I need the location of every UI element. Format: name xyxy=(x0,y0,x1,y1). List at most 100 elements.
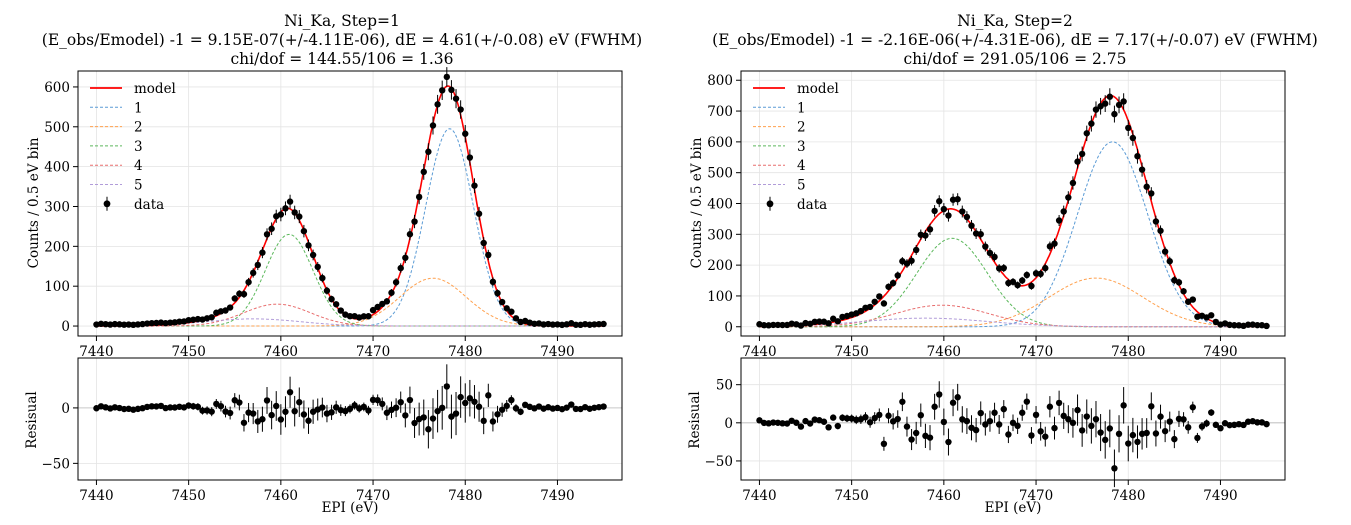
residual-point xyxy=(1180,416,1187,423)
residual-point xyxy=(286,388,294,396)
data-point xyxy=(531,320,538,327)
data-point xyxy=(162,319,169,327)
x-tick-label: 7440 xyxy=(79,344,113,360)
legend-label-4: 4 xyxy=(134,158,143,174)
residual-point xyxy=(1161,427,1169,435)
data-point xyxy=(328,295,335,303)
residual-point xyxy=(1019,409,1026,416)
residual-point xyxy=(1254,419,1261,426)
data-point xyxy=(429,122,437,129)
data-point xyxy=(392,279,400,286)
residual-point xyxy=(351,402,358,409)
residual-point xyxy=(508,396,515,404)
data-point xyxy=(508,308,515,315)
data-point xyxy=(903,260,911,267)
bottom-plot-frame xyxy=(77,357,623,481)
residual-point xyxy=(226,409,234,417)
residual-point xyxy=(236,399,243,406)
component-2-line xyxy=(759,277,1267,328)
y-tick-label: 0 xyxy=(61,319,70,335)
top-plot-frame xyxy=(77,70,623,337)
data-point xyxy=(434,101,441,108)
data-point xyxy=(194,315,202,323)
residual-point xyxy=(448,413,455,420)
y-tick-label: 600 xyxy=(44,80,70,96)
top-y-axis-label: Counts / 0.5 eV bin xyxy=(689,137,705,268)
data-point xyxy=(940,205,948,213)
data-point xyxy=(134,321,142,328)
data-point xyxy=(1102,100,1109,107)
residual-point xyxy=(332,404,340,411)
legend-label-5: 5 xyxy=(134,178,143,194)
data-point xyxy=(894,272,901,279)
residual-point xyxy=(277,416,285,423)
residual-point xyxy=(908,436,915,443)
data-point xyxy=(1060,208,1067,215)
data-point xyxy=(503,305,510,312)
residual-point xyxy=(1046,403,1054,410)
data-point xyxy=(1157,227,1164,234)
residual-point xyxy=(1055,399,1063,407)
residual-point xyxy=(825,424,832,431)
chart-title: Ni_Ka, Step=2 (E_obs/Emodel) -1 = -2.16E… xyxy=(712,12,1318,68)
data-point xyxy=(770,321,777,329)
residual-point xyxy=(194,403,202,410)
data-point xyxy=(120,321,128,328)
data-point xyxy=(249,269,257,277)
residual-point xyxy=(249,410,257,417)
data-point xyxy=(1019,277,1026,284)
residual-point xyxy=(1028,432,1035,439)
data-point xyxy=(1078,150,1086,158)
y-tick-label: 200 xyxy=(44,239,70,255)
data-point xyxy=(1152,218,1160,225)
residual-point xyxy=(392,404,400,411)
data-point xyxy=(291,209,298,216)
data-point xyxy=(443,73,451,81)
data-point xyxy=(332,301,340,308)
residual-point xyxy=(1115,430,1123,438)
bottom-axes: 7440 7450 7460 7470 7480 7490 0 −50 Resisual EP… xyxy=(24,357,623,516)
data-point xyxy=(125,321,132,328)
residual-point xyxy=(498,406,506,413)
residual-point xyxy=(1005,431,1012,438)
residual-point xyxy=(1152,430,1160,437)
data-point xyxy=(986,249,994,257)
data-point xyxy=(346,312,354,320)
legend-data-marker xyxy=(103,200,111,208)
data-point xyxy=(549,321,557,328)
residual-point xyxy=(457,393,464,401)
x-axis-label: EPI (eV) xyxy=(322,500,379,516)
residual-point xyxy=(217,402,225,410)
data-point xyxy=(600,320,607,328)
y-tick-label: 0 xyxy=(724,416,733,432)
residual-point xyxy=(480,417,487,425)
data-point xyxy=(963,213,971,221)
residual-point xyxy=(779,420,786,427)
residual-point xyxy=(963,417,971,425)
x-tick-label: 7440 xyxy=(742,344,776,360)
data-point xyxy=(231,295,238,302)
data-point xyxy=(572,321,580,328)
data-point xyxy=(222,307,229,314)
chart-title-line-2: (E_obs/Emodel) -1 = 9.15E-07(+/-4.11E-06… xyxy=(42,31,642,49)
residual-point xyxy=(319,404,326,411)
residual-point xyxy=(1111,465,1118,472)
data-point xyxy=(834,318,842,325)
data-point xyxy=(1148,190,1155,197)
chart-title: Ni_Ka, Step=1 (E_obs/Emodel) -1 = 9.15E-… xyxy=(42,12,642,68)
x-tick-label: 7490 xyxy=(540,488,574,504)
chart-title-line-3: chi/dof = 144.55/106 = 1.36 xyxy=(230,50,453,68)
data-point xyxy=(245,278,252,286)
residual-point xyxy=(880,440,888,448)
chart-panel-step-1: Ni_Ka, Step=1 (E_obs/Emodel) -1 = 9.15E-… xyxy=(0,0,675,525)
data-point xyxy=(383,298,391,305)
data-point xyxy=(1014,281,1021,289)
y-tick-label: 700 xyxy=(707,104,733,120)
residual-point xyxy=(1244,418,1252,425)
x-tick-label: 7490 xyxy=(1203,344,1237,360)
chart-title-line-1: Ni_Ka, Step=2 xyxy=(957,12,1073,30)
data-point xyxy=(1069,179,1077,187)
residual-point xyxy=(120,405,128,413)
data-point xyxy=(107,321,114,328)
x-tick-label: 7470 xyxy=(356,488,390,504)
